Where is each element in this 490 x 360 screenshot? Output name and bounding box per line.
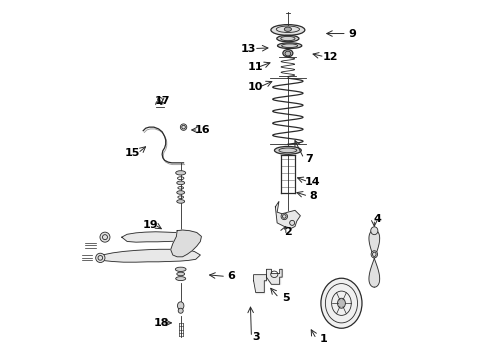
Text: 1: 1 — [319, 334, 327, 344]
Ellipse shape — [277, 43, 302, 49]
Text: 12: 12 — [323, 52, 339, 62]
Text: 15: 15 — [125, 148, 140, 158]
Text: 9: 9 — [348, 28, 356, 39]
Text: 6: 6 — [227, 271, 235, 282]
Ellipse shape — [371, 227, 378, 235]
Ellipse shape — [176, 276, 186, 280]
Ellipse shape — [283, 50, 293, 57]
Ellipse shape — [177, 181, 185, 185]
Ellipse shape — [281, 213, 288, 220]
Text: 17: 17 — [155, 96, 171, 107]
Ellipse shape — [290, 220, 294, 225]
Ellipse shape — [177, 272, 185, 276]
Text: 10: 10 — [248, 82, 264, 92]
Text: 4: 4 — [373, 214, 381, 224]
Text: 19: 19 — [143, 220, 158, 230]
Text: 5: 5 — [282, 293, 290, 303]
Ellipse shape — [321, 278, 362, 328]
Text: 16: 16 — [195, 125, 210, 135]
Text: 3: 3 — [252, 332, 260, 342]
Ellipse shape — [284, 27, 292, 31]
Ellipse shape — [175, 267, 186, 271]
Ellipse shape — [177, 302, 184, 310]
Polygon shape — [369, 230, 380, 287]
Ellipse shape — [177, 200, 185, 203]
Polygon shape — [275, 202, 300, 228]
Polygon shape — [122, 232, 197, 242]
Polygon shape — [97, 249, 200, 262]
Text: 11: 11 — [248, 63, 264, 72]
Ellipse shape — [100, 232, 110, 242]
Ellipse shape — [271, 24, 305, 35]
Text: 8: 8 — [309, 191, 317, 201]
Ellipse shape — [177, 191, 185, 194]
Ellipse shape — [277, 35, 299, 42]
Polygon shape — [267, 269, 282, 284]
Polygon shape — [171, 230, 201, 257]
Text: 2: 2 — [284, 227, 292, 237]
Text: 14: 14 — [305, 177, 320, 187]
Ellipse shape — [274, 147, 301, 154]
Ellipse shape — [96, 253, 105, 262]
Text: 18: 18 — [153, 318, 169, 328]
Text: 7: 7 — [305, 154, 313, 163]
Ellipse shape — [338, 298, 345, 308]
Polygon shape — [253, 275, 267, 293]
Ellipse shape — [178, 308, 183, 313]
Ellipse shape — [371, 251, 377, 258]
Text: 13: 13 — [241, 44, 256, 54]
Ellipse shape — [176, 171, 186, 175]
Ellipse shape — [180, 124, 187, 130]
